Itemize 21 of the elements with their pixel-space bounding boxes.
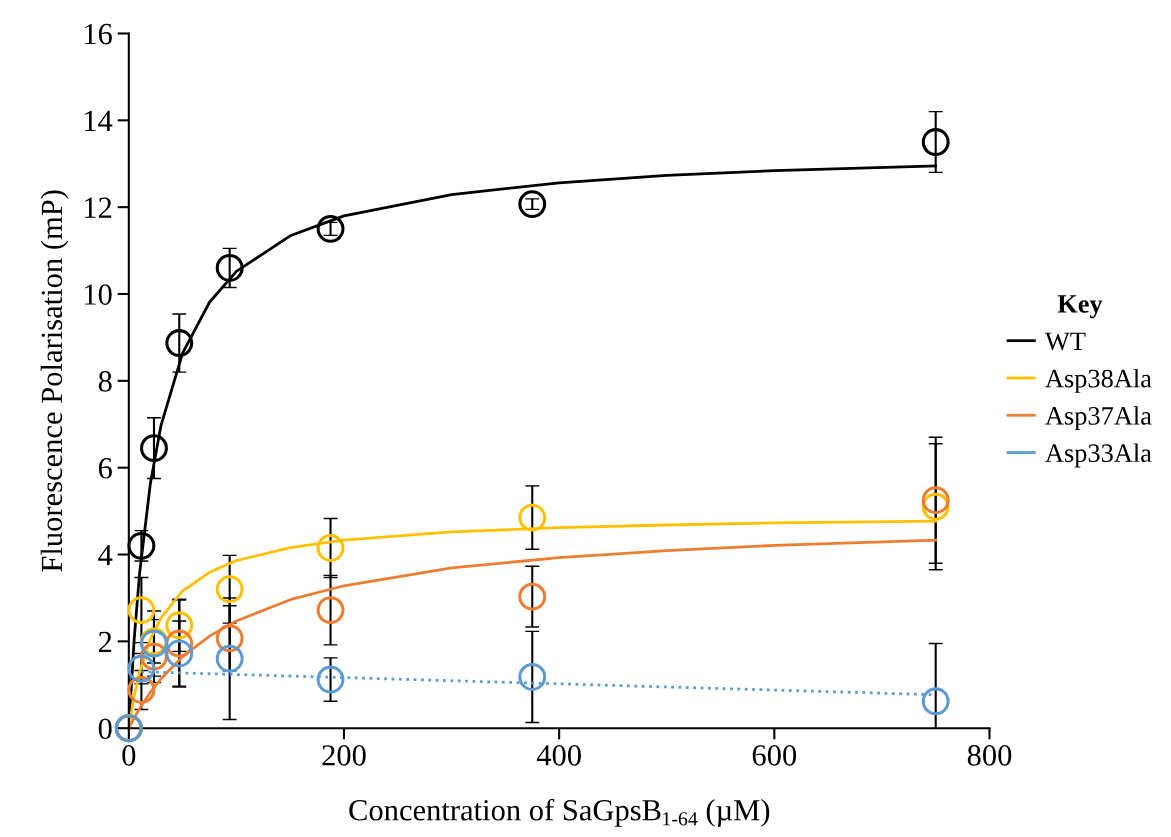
y-tick-label: 10 <box>84 284 112 305</box>
y-tick-label: 2 <box>98 631 112 652</box>
y-tick-label: 8 <box>98 371 112 392</box>
y-tick-label: 12 <box>84 197 112 218</box>
x-tick-label: 400 <box>536 745 581 766</box>
x-tick-label: 800 <box>967 745 1012 766</box>
legend-label: WT <box>1044 332 1086 351</box>
x-tick-label: 0 <box>122 745 136 766</box>
legend-title: Key <box>1057 295 1103 319</box>
legend-label: Asp37Ala <box>1045 406 1152 431</box>
y-tick-label: 6 <box>98 458 112 479</box>
x-tick-label: 200 <box>322 745 366 766</box>
y-tick-label: 4 <box>98 545 113 566</box>
x-axis-title: Concentration of SaGpsB1-64 (µM) <box>349 798 770 827</box>
legend-label: Asp38Ala <box>1045 368 1152 393</box>
y-tick-label: 14 <box>84 110 113 131</box>
x-tick-label: 600 <box>752 745 797 766</box>
y-tick-label: 16 <box>84 23 112 45</box>
y-axis-title: Fluorescence Polarisation (mP) <box>40 190 69 572</box>
y-tick-label: 0 <box>98 718 112 740</box>
legend-label: Asp33Ala <box>1045 443 1152 468</box>
